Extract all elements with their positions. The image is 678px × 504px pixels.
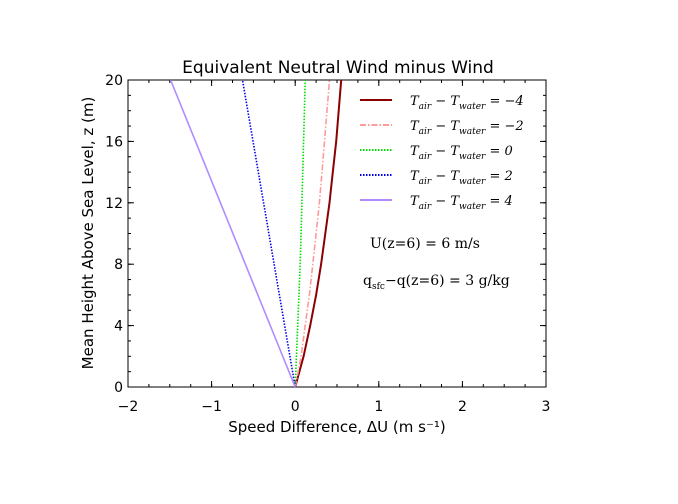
legend-label-part: − T [431,94,460,109]
y-tick-label: 16 [105,134,123,150]
annotation-humidity: qsfc−q(z=6) = 3 g/kg [363,273,510,292]
legend-label-part: T [410,119,420,134]
legend-label-part: − T [431,194,460,209]
legend-label-part: T [410,194,420,209]
legend-label-part: T [410,169,420,184]
series-line-3 [294,79,306,388]
legend-label-part: water [459,202,486,212]
y-tick-label: 4 [114,319,123,335]
series-line-4 [241,79,296,388]
legend-label-2: Tair − Twater = −2 [410,119,524,137]
legend-label-part: = 2 [485,169,512,184]
legend-label-part: T [410,144,420,159]
legend-label-part: water [459,102,486,112]
legend-label-part: = 4 [485,194,512,209]
legend-label-part: = −4 [485,94,523,109]
x-tick-label: 0 [291,399,300,415]
annotation-wind: U(z=6) = 6 m/s [370,236,480,252]
legend-label-part: air [419,177,432,187]
legend-label-part: air [419,102,432,112]
legend-label-part: air [419,127,432,137]
annotation-humidity-sub: sfc [372,282,385,292]
chart-title: Equivalent Neutral Wind minus Wind [182,58,494,78]
series-line-1 [294,79,343,388]
legend-label-part: = −2 [485,119,523,134]
legend-label-part: T [410,94,420,109]
annotation-humidity-rest: −q(z=6) = 3 g/kg [385,273,510,289]
legend-label-5: Tair − Twater = 4 [410,194,513,212]
annotation-humidity-q: q [363,273,372,289]
x-tick-label: 3 [542,399,551,415]
x-tick-label: 1 [374,399,383,415]
legend-label-part: = 0 [485,144,512,159]
series-line-5 [169,79,296,388]
series-line-2 [294,79,331,388]
x-axis-label: Speed Difference, ΔU (m s⁻¹) [228,418,446,436]
y-tick-label: 12 [105,196,123,212]
y-tick-label: 0 [114,380,123,396]
legend-label-part: air [419,202,432,212]
legend-label-3: Tair − Twater = 0 [410,144,513,162]
series-layer [169,79,343,388]
legend-label-part: water [459,127,486,137]
y-tick-label: 20 [105,73,123,89]
x-tick-label: 2 [458,399,467,415]
legend-label-part: − T [431,169,460,184]
y-axis-label: Mean Height Above Sea Level, z (m) [79,97,97,370]
legend-label-part: air [419,152,432,162]
x-tick-label: −2 [118,399,139,415]
legend-label-part: water [459,152,486,162]
legend-label-4: Tair − Twater = 2 [410,169,513,187]
x-axis: −2 −1 0 1 2 3 [118,80,551,415]
y-tick-label: 8 [114,257,123,273]
legend-label-1: Tair − Twater = −4 [410,94,524,112]
legend-label-part: − T [431,144,460,159]
y-axis: 0 4 8 12 16 20 [105,73,546,396]
legend-label-part: water [459,177,486,187]
x-tick-label: −1 [201,399,222,415]
legend-label-part: − T [431,119,460,134]
